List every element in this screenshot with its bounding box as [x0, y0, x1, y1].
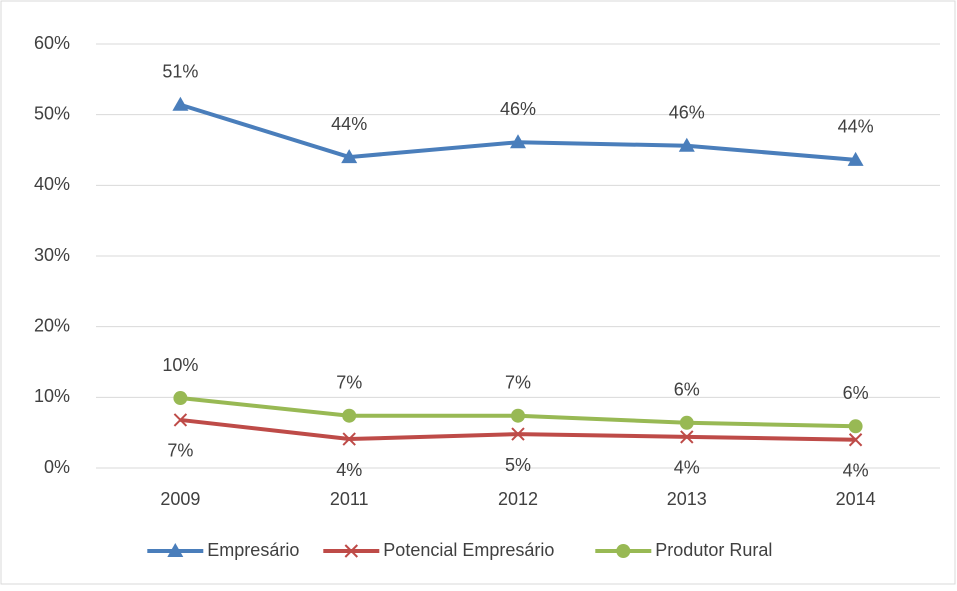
x-tick-label: 2009: [160, 489, 200, 509]
y-tick-label: 60%: [34, 33, 70, 53]
data-point: [679, 415, 694, 430]
y-tick-label: 40%: [34, 174, 70, 194]
legend-label: Potencial Empresário: [383, 540, 554, 560]
data-label: 5%: [505, 455, 531, 475]
x-tick-label: 2014: [836, 489, 876, 509]
legend-marker: [344, 544, 359, 558]
data-label: 4%: [336, 460, 362, 480]
data-label: 10%: [162, 355, 198, 375]
data-point: [680, 430, 694, 444]
data-label: 7%: [336, 372, 362, 392]
data-point: [848, 419, 863, 434]
data-label: 6%: [843, 383, 869, 403]
x-tick-label: 2013: [667, 489, 707, 509]
legend-label: Empresário: [207, 540, 299, 560]
data-label: 46%: [669, 103, 705, 123]
y-tick-label: 50%: [34, 103, 70, 123]
x-tick-label: 2011: [330, 489, 369, 509]
y-tick-label: 0%: [44, 457, 70, 477]
data-label: 7%: [167, 441, 193, 461]
legend-marker: [167, 543, 184, 557]
data-label: 51%: [162, 62, 198, 82]
data-point: [341, 149, 358, 164]
data-point: [173, 413, 188, 427]
data-label: 4%: [674, 458, 700, 478]
data-point: [172, 96, 189, 111]
data-label: 7%: [505, 372, 531, 392]
y-tick-label: 20%: [34, 315, 70, 335]
data-label: 44%: [838, 117, 874, 137]
data-label: 6%: [674, 380, 700, 400]
y-tick-label: 10%: [34, 386, 70, 406]
data-point: [511, 427, 525, 441]
data-label: 44%: [331, 114, 367, 134]
legend-label: Produtor Rural: [655, 540, 772, 560]
data-point: [342, 408, 357, 423]
data-point: [847, 151, 864, 166]
data-label: 4%: [843, 460, 869, 480]
data-point: [173, 391, 188, 406]
data-point: [848, 433, 863, 447]
data-point: [510, 134, 526, 149]
data-point: [678, 137, 695, 152]
data-point: [511, 408, 525, 423]
y-tick-label: 30%: [34, 245, 70, 265]
x-tick-label: 2012: [498, 489, 538, 509]
legend-marker: [616, 544, 631, 558]
data-label: 46%: [500, 99, 536, 119]
data-point: [342, 432, 356, 446]
